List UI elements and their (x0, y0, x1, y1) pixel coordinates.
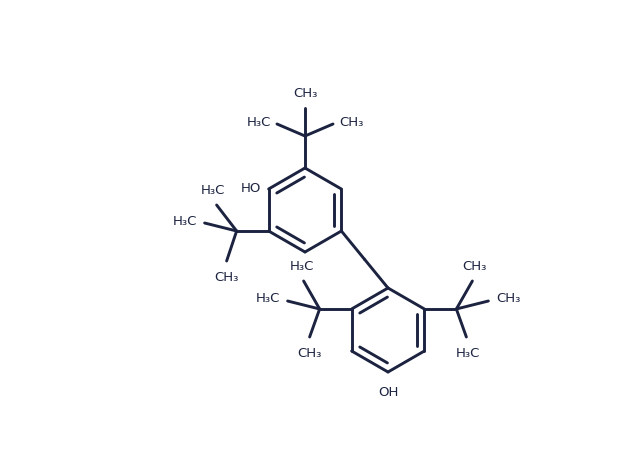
Text: CH₃: CH₃ (462, 260, 486, 273)
Text: H₃C: H₃C (200, 184, 225, 197)
Text: H₃C: H₃C (246, 116, 271, 128)
Text: CH₃: CH₃ (298, 347, 322, 360)
Text: CH₃: CH₃ (497, 292, 521, 306)
Text: CH₃: CH₃ (214, 271, 239, 284)
Text: OH: OH (378, 386, 398, 399)
Text: CH₃: CH₃ (339, 116, 364, 128)
Text: HO: HO (240, 182, 260, 196)
Text: H₃C: H₃C (255, 292, 280, 306)
Text: H₃C: H₃C (172, 214, 196, 227)
Text: CH₃: CH₃ (293, 87, 317, 100)
Text: H₃C: H₃C (289, 260, 314, 273)
Text: H₃C: H₃C (456, 347, 481, 360)
